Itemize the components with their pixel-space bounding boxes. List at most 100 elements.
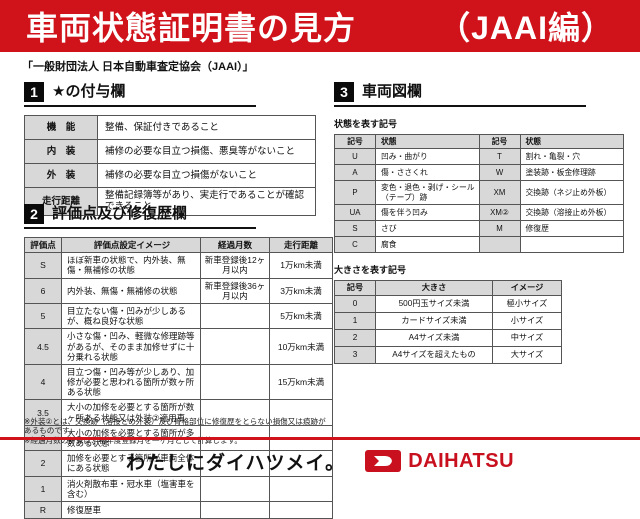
table-cell: 整備記録簿等があり、実走行であることが確認できること [97, 187, 316, 216]
table-cell: 修復歴車 [61, 500, 201, 519]
table-cell: 1 [334, 311, 376, 330]
table-row: 3 A4サイズを超えたもの 大サイズ [334, 345, 562, 364]
table-cell: 10万km未満 [269, 328, 333, 365]
footer: わたしにダイハツメイ。 DAIHATSU [0, 444, 640, 478]
table-cell: A4サイズを超えたもの [375, 345, 493, 364]
table-row: 内 装補修の必要な目立つ損傷、悪臭等がないこと [24, 139, 316, 164]
table-row: P 変色・退色・剥げ・シール（テープ）跡 XM 交換跡（ネジ止め外板） [334, 180, 624, 206]
table-cell: 内 装 [24, 139, 98, 164]
table-cell: M [478, 220, 521, 238]
table-cell: 凹み・曲がり [375, 148, 480, 166]
table-cell: 中サイズ [492, 328, 562, 347]
table-row: 1 カードサイズ未満 小サイズ [334, 311, 562, 330]
section1-heading: 1 ★の付与欄 [24, 82, 256, 107]
daihatsu-logo-icon [365, 450, 402, 472]
table-cell [200, 328, 270, 365]
table-row: 外 装補修の必要な目立つ損傷がないこと [24, 163, 316, 188]
table-cell: さび [375, 220, 480, 238]
issuer-subtitle: 「一般財団法人 日本自動車査定協会（JAAI）」 [22, 61, 254, 73]
table-cell: XM② [478, 204, 521, 222]
table-cell: 15万km未満 [269, 363, 333, 401]
section1-number-badge: 1 [24, 82, 44, 102]
header-row: 記号 状態 記号 状態 [334, 133, 624, 150]
column-header: 評価点設定イメージ [61, 236, 201, 254]
table-cell: 極小サイズ [492, 294, 562, 313]
table-cell: S [24, 252, 62, 279]
title-banner: 車両状態証明書の見方 （JAAI編） [0, 0, 640, 52]
section3-title: 車両図欄 [362, 83, 423, 100]
table-row: R 修復歴車 [24, 500, 333, 519]
column-header: 大きさ [375, 280, 493, 296]
table-cell: 2 [334, 328, 376, 347]
brand-lockup: DAIHATSU [365, 450, 514, 473]
table-cell [200, 500, 270, 519]
page-title-edition: （JAAI編） [438, 10, 614, 46]
table-cell: 5 [24, 302, 62, 330]
table-cell: 整備、保証付きであること [97, 115, 316, 140]
table-row: 2 A4サイズ未満 中サイズ [334, 328, 562, 347]
table-cell: R [24, 500, 62, 519]
table-cell [269, 450, 333, 477]
table-cell [200, 450, 270, 477]
table-row: C 腐食 [334, 236, 624, 254]
table-cell: 4.5 [24, 328, 62, 365]
table-cell: 2 [24, 450, 62, 477]
table-cell: 交換跡（溶接止め外板） [519, 204, 624, 222]
footer-divider [0, 437, 640, 440]
table-cell: 塗装跡・板金修理跡 [519, 164, 624, 182]
table-cell: P [334, 180, 376, 206]
table-cell: 4 [24, 363, 62, 401]
column-header: 評価点 [24, 236, 62, 254]
table-cell [478, 236, 521, 254]
table-row: S さび M 修復歴 [334, 220, 624, 238]
table-cell: UA [334, 204, 376, 222]
table-row: 5 目立たない傷・凹みが少しあるが、概ね良好な状態 5万km未満 [24, 302, 333, 330]
size-symbols-table: 記号 大きさ イメージ 0 500円玉サイズ未満 極小サイズ 1 カードサイズ未満 小サイズ 2 A… [334, 280, 562, 364]
table-cell: 小さな傷・凹み、軽微な修理跡等があるが、そのまま加修せずに十分乗れる状態 [61, 328, 201, 365]
table-cell: カードサイズ未満 [375, 311, 493, 330]
table-cell: C [334, 236, 376, 254]
table-row: S ほぼ新車の状態で、内外装、無傷・無補修の状態 新車登録後12ヶ月以内 1万km未満 [24, 252, 333, 279]
table-cell [200, 302, 270, 330]
size-symbols-label: 大きさを表す記号 [334, 265, 407, 276]
table-cell: 補修の必要な目立つ損傷、悪臭等がないこと [97, 139, 316, 164]
table-cell: S [334, 220, 376, 238]
table-row: 4 目立つ傷・凹み等が少しあり、加修が必要と思われる箇所が数ヶ所ある状態 15万km… [24, 363, 333, 401]
header-row: 評価点 評価点設定イメージ 経過月数 走行距離 [24, 236, 333, 254]
table-cell: 0 [334, 294, 376, 313]
table-cell: 目立たない傷・凹みが少しあるが、概ね良好な状態 [61, 302, 201, 330]
table-cell: 1万km未満 [269, 252, 333, 279]
table-cell: ほぼ新車の状態で、内外装、無傷・無補修の状態 [61, 252, 201, 279]
footnotes: ※外装②とは、交換跡（溶接とめ外装）及び骨格部位に修復歴をとらない損傷又は痕跡が… [24, 417, 330, 445]
table-row: UA 傷を伴う凹み XM② 交換跡（溶接止め外板） [334, 204, 624, 222]
table-row: 2 加修を必要とする箇所が車両全体にある状態 [24, 450, 333, 477]
table-cell: 3.5 [24, 399, 62, 426]
table-cell: 新車登録後36ヶ月以内 [200, 277, 270, 304]
table-cell: 5万km未満 [269, 302, 333, 330]
column-header: 記号 [334, 133, 376, 150]
table-cell: 3 [334, 345, 376, 364]
column-header: 状態 [519, 133, 624, 150]
table-cell: 傷・ささくれ [375, 164, 480, 182]
table-row: 3.5 大小の加修を必要とする箇所が数ヶ所ある状態又は外装②適用車 [24, 399, 333, 426]
table-row: A 傷・ささくれ W 塗装跡・板金修理跡 [334, 164, 624, 182]
table-row: 4.5 小さな傷・凹み、軽微な修理跡等があるが、そのまま加修せずに十分乗れる状態 1… [24, 328, 333, 365]
table-cell: 6 [24, 277, 62, 304]
column-header: 記号 [334, 280, 376, 296]
column-header: 走行距離 [269, 236, 333, 254]
header-row: 記号 大きさ イメージ [334, 280, 562, 296]
column-header: 記号 [478, 133, 521, 150]
table-cell: 変色・退色・剥げ・シール（テープ）跡 [375, 180, 480, 206]
section-vehicle-diagram: 3 車両図欄 状態を表す記号 記号 状態 記号 状態 U 凹み・曲がり T 割れ・亀裂・穴 A 傷… [334, 82, 624, 364]
table-row: 機 能整備、保証付きであること [24, 115, 316, 140]
table-cell [200, 363, 270, 401]
column-header: イメージ [492, 280, 562, 296]
section-star-column: 1 ★の付与欄 機 能整備、保証付きであること内 装補修の必要な目立つ損傷、悪臭… [24, 82, 316, 216]
table-cell: 新車登録後12ヶ月以内 [200, 252, 270, 279]
table-cell: 修復歴 [519, 220, 624, 238]
table-cell: 500円玉サイズ未満 [375, 294, 493, 313]
condition-symbols-table: 記号 状態 記号 状態 U 凹み・曲がり T 割れ・亀裂・穴 A 傷・ささくれ W 塗装跡・板金修理跡… [334, 133, 624, 254]
table-cell: 内外装、無傷・無補修の状態 [61, 277, 201, 304]
table-cell: 外 装 [24, 163, 98, 188]
table-cell: A4サイズ未満 [375, 328, 493, 347]
